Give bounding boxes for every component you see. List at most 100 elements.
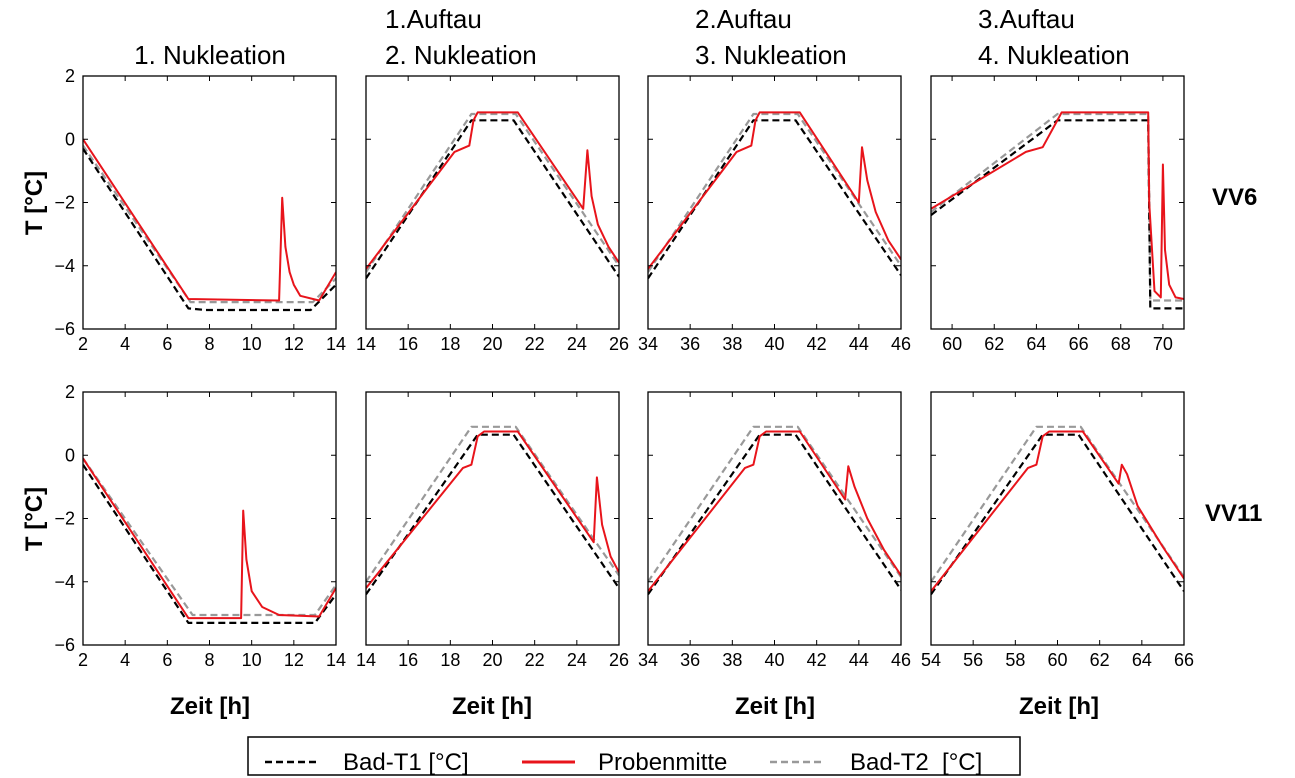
panel-vv11-1-xtick-label-14: 14 — [326, 650, 346, 670]
panel-vv6-1-xtick-label-10: 10 — [242, 334, 262, 354]
panel-vv11-4-series-probenmitte — [931, 430, 1184, 592]
panel-vv11-3-series-bad-t2 — [648, 425, 901, 583]
panel-vv11-1-ytick-label--4: −4 — [54, 572, 75, 592]
panel-vv6-4-xtick-label-60: 60 — [942, 334, 962, 354]
panel-vv6-3-xtick-label-38: 38 — [722, 334, 742, 354]
panel-vv11-2-series-bad-t2 — [366, 425, 619, 583]
panel-vv6-4-xtick-label-70: 70 — [1153, 334, 1173, 354]
legend: Bad-T1 [°C] Probenmitte Bad-T2 [°C] — [247, 736, 1021, 776]
panel-vv11-1-xtick-label-10: 10 — [242, 650, 262, 670]
panel-vv6-1-ytick-label-2: 2 — [65, 66, 75, 86]
panel-vv11-3-series-probenmitte — [648, 430, 901, 592]
panel-vv6-3-series-probenmitte — [648, 111, 901, 270]
panel-vv6-2-series-bad-t2 — [366, 112, 619, 273]
panel-vv6-3-xtick-label-46: 46 — [891, 334, 911, 354]
panel-vv11-4-xtick-label-54: 54 — [921, 650, 941, 670]
panel-vv11-3: 34 36 38 40 42 44 46 — [638, 391, 911, 670]
panel-vv11-4-series-bad-t1 — [931, 433, 1184, 596]
panel-vv11-1-xtick-label-2: 2 — [78, 650, 88, 670]
panel-vv6-1-xtick-label-12: 12 — [284, 334, 304, 354]
legend-label-bad-t2: Bad-T2 [°C] — [850, 749, 982, 776]
panel-vv6-1-xtick-label-14: 14 — [326, 334, 346, 354]
panel-vv6-4-xtick-label-68: 68 — [1111, 334, 1131, 354]
x-axis-label-col-4: Zeit [h] — [1019, 693, 1099, 720]
panel-vv6-1-xtick-label-2: 2 — [78, 334, 88, 354]
panel-vv6-1-ytick-label-0: 0 — [65, 129, 75, 149]
panel-vv11-4-xtick-label-62: 62 — [1090, 650, 1110, 670]
legend-label-bad-t1: Bad-T1 [°C] — [343, 749, 469, 776]
panel-vv6-1: 2 4 6 8 10 12 14 −6 −4 −2 0 2 — [54, 66, 346, 354]
x-axis-label-col-2: Zeit [h] — [452, 693, 532, 720]
panel-vv6-3-xtick-label-40: 40 — [764, 334, 784, 354]
panel-vv6-2-xtick-label-18: 18 — [440, 334, 460, 354]
y-axis-label-row-2: T [°C] — [21, 487, 48, 551]
x-axis-label-col-3: Zeit [h] — [735, 693, 815, 720]
panel-vv6-2-xtick-label-16: 16 — [398, 334, 418, 354]
panel-vv11-4-series-bad-t2 — [931, 425, 1184, 583]
column-title-3-line-1: 2.Auftau — [695, 4, 792, 34]
panel-vv11-1-ytick-label--2: −2 — [54, 509, 75, 529]
panel-vv6-4-series-bad-t2 — [931, 112, 1184, 302]
column-title-4: 3.Auftau 4. Nukleation — [978, 4, 1130, 70]
panel-vv6-2-xtick-label-14: 14 — [356, 334, 376, 354]
legend-box — [247, 736, 1021, 776]
panel-vv11-3-xtick-label-34: 34 — [638, 650, 658, 670]
panel-vv11-3-xtick-label-44: 44 — [849, 650, 869, 670]
panel-vv11-3-xtick-label-38: 38 — [722, 650, 742, 670]
panel-vv11-4-xtick-label-56: 56 — [963, 650, 983, 670]
panel-vv11-2-series-probenmitte — [366, 430, 619, 589]
column-title-4-line-2: 4. Nukleation — [978, 40, 1130, 70]
panel-vv6-2-xtick-label-20: 20 — [482, 334, 502, 354]
y-axis-label-row-1: T [°C] — [21, 171, 48, 235]
panel-vv11-3-xtick-label-46: 46 — [891, 650, 911, 670]
panel-vv11-1-series-probenmitte — [83, 457, 336, 620]
panel-vv11-4: 54 56 58 60 62 64 66 — [921, 391, 1194, 670]
legend-label-probenmitte: Probenmitte — [598, 749, 727, 776]
panel-vv11-4-xtick-label-60: 60 — [1047, 650, 1067, 670]
panel-vv6-2-series-probenmitte — [366, 111, 619, 270]
panel-vv11-1-ytick-label--6: −6 — [54, 635, 75, 655]
panel-vv6-4-xtick-label-62: 62 — [984, 334, 1004, 354]
panel-vv11-1-series-bad-t1 — [83, 464, 336, 625]
panel-vv11-2-xtick-label-24: 24 — [567, 650, 587, 670]
column-title-2: 1.Auftau 2. Nukleation — [385, 4, 537, 70]
panel-vv6-1-xtick-label-6: 6 — [162, 334, 172, 354]
panel-vv11-2-xtick-label-18: 18 — [440, 650, 460, 670]
panel-vv11-3-series-bad-t1 — [648, 433, 901, 596]
column-title-2-line-1: 1.Auftau — [385, 4, 482, 34]
panel-vv11-1-xtick-label-6: 6 — [162, 650, 172, 670]
panel-vv11-1-frame — [82, 391, 337, 646]
panel-vv6-1-xtick-label-4: 4 — [120, 334, 130, 354]
panel-vv11-2-frame — [365, 391, 620, 646]
panel-vv6-2-series-bad-t1 — [366, 119, 619, 280]
column-title-3-line-2: 3. Nukleation — [695, 40, 847, 70]
panel-vv11-2-xtick-label-16: 16 — [398, 650, 418, 670]
row-label-vv6: VV6 — [1212, 184, 1257, 211]
panel-vv6-4-xtick-label-66: 66 — [1069, 334, 1089, 354]
column-title-3: 2.Auftau 3. Nukleation — [695, 4, 847, 70]
panel-vv6-3-series-bad-t1 — [648, 119, 901, 280]
panel-vv6-4-series-probenmitte — [931, 111, 1184, 300]
panel-vv11-1-xtick-label-8: 8 — [204, 650, 214, 670]
panel-vv6-3-xtick-label-44: 44 — [849, 334, 869, 354]
panel-vv6-1-ytick-label--2: −2 — [54, 193, 75, 213]
panel-vv6-3-xtick-label-42: 42 — [807, 334, 827, 354]
panel-vv6-2-xtick-label-24: 24 — [567, 334, 587, 354]
panel-vv6-4-series-bad-t1 — [931, 119, 1184, 310]
column-title-1-line-1: 1. Nukleation — [134, 40, 286, 70]
column-title-1: 1. Nukleation — [134, 40, 286, 70]
panel-vv6-3-series-bad-t2 — [648, 112, 901, 273]
panel-vv6-4: 60 62 64 66 68 70 — [930, 75, 1185, 354]
panel-vv11-3-xtick-label-42: 42 — [807, 650, 827, 670]
panel-vv11-4-xtick-label-64: 64 — [1132, 650, 1152, 670]
column-title-4-line-1: 3.Auftau — [978, 4, 1075, 34]
panel-vv11-3-frame — [647, 391, 902, 646]
panel-vv6-2-xtick-label-26: 26 — [609, 334, 629, 354]
panel-vv6-1-ytick-label--4: −4 — [54, 256, 75, 276]
panel-vv6-2: 14 16 18 20 22 24 26 — [356, 75, 629, 354]
panel-vv6-4-xtick-label-64: 64 — [1026, 334, 1046, 354]
panel-vv11-1-series-bad-t2 — [83, 457, 336, 617]
panel-vv11-2-xtick-label-22: 22 — [525, 650, 545, 670]
